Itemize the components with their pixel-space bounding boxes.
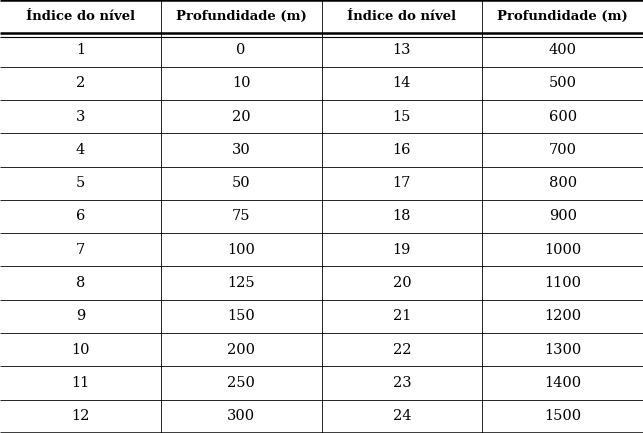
- Text: 1200: 1200: [544, 310, 581, 323]
- Text: 14: 14: [393, 76, 411, 90]
- Text: 18: 18: [393, 210, 411, 223]
- Text: 300: 300: [227, 409, 255, 423]
- Text: 900: 900: [548, 210, 577, 223]
- Text: 6: 6: [76, 210, 85, 223]
- Text: 11: 11: [71, 376, 89, 390]
- Text: 1300: 1300: [544, 343, 581, 357]
- Text: 17: 17: [393, 176, 411, 190]
- Text: 125: 125: [228, 276, 255, 290]
- Text: 250: 250: [227, 376, 255, 390]
- Text: 8: 8: [76, 276, 85, 290]
- Text: 1000: 1000: [544, 243, 581, 257]
- Text: Índice do nível: Índice do nível: [347, 10, 457, 23]
- Text: 1400: 1400: [544, 376, 581, 390]
- Text: 500: 500: [548, 76, 577, 90]
- Text: 2: 2: [76, 76, 85, 90]
- Text: 1100: 1100: [544, 276, 581, 290]
- Text: 19: 19: [393, 243, 411, 257]
- Text: 200: 200: [227, 343, 255, 357]
- Text: 1500: 1500: [544, 409, 581, 423]
- Text: 0: 0: [237, 43, 246, 57]
- Text: 10: 10: [71, 343, 89, 357]
- Text: Profundidade (m): Profundidade (m): [497, 10, 628, 23]
- Text: 700: 700: [548, 143, 577, 157]
- Text: 22: 22: [393, 343, 411, 357]
- Text: 1: 1: [76, 43, 85, 57]
- Text: 30: 30: [231, 143, 251, 157]
- Text: Profundidade (m): Profundidade (m): [176, 10, 307, 23]
- Text: 20: 20: [232, 110, 250, 123]
- Text: 24: 24: [393, 409, 411, 423]
- Text: 13: 13: [393, 43, 411, 57]
- Text: 50: 50: [232, 176, 250, 190]
- Text: Índice do nível: Índice do nível: [26, 10, 135, 23]
- Text: 4: 4: [76, 143, 85, 157]
- Text: 9: 9: [76, 310, 85, 323]
- Text: 7: 7: [76, 243, 85, 257]
- Text: 20: 20: [393, 276, 411, 290]
- Text: 5: 5: [76, 176, 85, 190]
- Text: 16: 16: [393, 143, 411, 157]
- Text: 800: 800: [548, 176, 577, 190]
- Text: 12: 12: [71, 409, 89, 423]
- Text: 15: 15: [393, 110, 411, 123]
- Text: 10: 10: [232, 76, 250, 90]
- Text: 3: 3: [76, 110, 85, 123]
- Text: 400: 400: [548, 43, 577, 57]
- Text: 21: 21: [393, 310, 411, 323]
- Text: 600: 600: [548, 110, 577, 123]
- Text: 100: 100: [227, 243, 255, 257]
- Text: 23: 23: [393, 376, 411, 390]
- Text: 75: 75: [232, 210, 250, 223]
- Text: 150: 150: [227, 310, 255, 323]
